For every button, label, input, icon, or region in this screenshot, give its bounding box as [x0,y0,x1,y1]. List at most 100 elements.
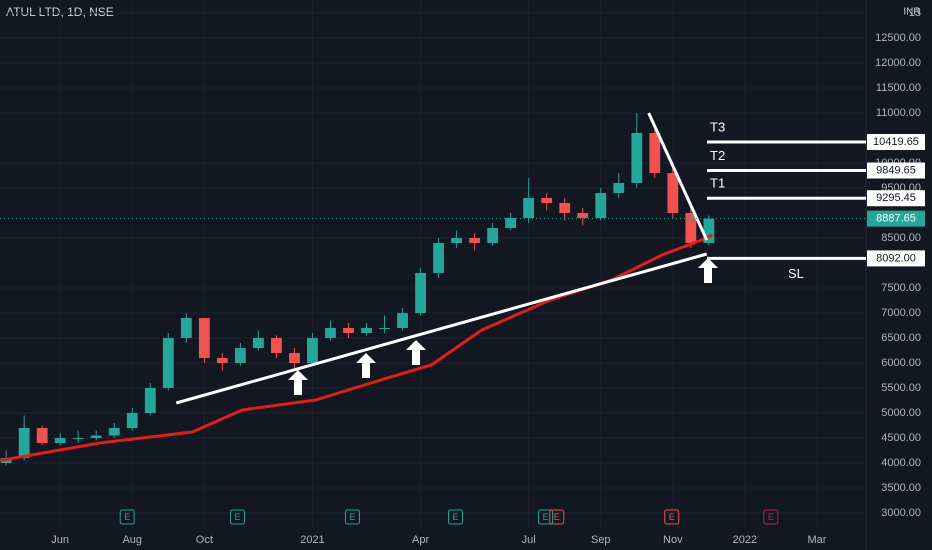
level-box [867,134,925,151]
level-label: 10419.65 [873,136,919,148]
x-tick-label: 2021 [300,534,324,546]
y-tick-label: 12500.00 [875,32,921,44]
candle-body [36,428,48,443]
candle-body [631,133,643,183]
candle-body [162,338,174,388]
x-tick-label: Oct [196,534,213,546]
event-label: E [453,512,459,522]
y-tick-label: 11500.00 [876,82,921,94]
arrow [356,353,376,378]
x-tick-label: Mar [808,534,827,546]
candle-body [198,318,210,358]
candle-body [379,328,390,329]
candle-body [108,428,120,436]
candle-body [307,338,318,363]
candle-body [216,358,228,363]
level-label: 8092.00 [876,252,916,264]
event-marker [448,509,464,525]
event-label: E [768,512,774,522]
event-marker [763,509,779,525]
x-tick-label: Sep [591,534,611,546]
current-price-label: 8887.65 [876,213,916,225]
x-tick-label: Aug [122,534,142,546]
candle-body [505,218,517,228]
candle-body [234,348,246,363]
candle-body [289,353,300,363]
candle-body [361,328,372,333]
currency: INR [903,7,920,18]
y-tick-label: 5500.00 [881,382,921,394]
arrow [288,370,308,395]
y-tick-label: 3500.00 [881,482,921,494]
event-label: E [543,512,549,522]
candle-body [451,238,463,243]
y-tick-label: 3000.00 [881,507,921,519]
y-tick-label: 4000.00 [881,457,921,469]
candle-body [18,428,30,458]
candle-body [325,328,336,338]
x-tick-label: Nov [663,534,683,546]
x-tick-label: Jul [522,534,536,546]
y-tick-label: 7500.00 [881,282,921,294]
trendline [175,252,708,405]
y-tick-label: 12000.00 [875,57,921,69]
y-tick-label: 6500.00 [881,332,921,344]
candle-body [126,413,138,428]
candle-body [433,243,444,273]
candle-body [649,133,661,173]
candle-body [703,218,715,243]
y-tick-label: 13 [909,7,921,19]
candle-body [595,193,607,218]
level-label: 9295.45 [876,192,916,204]
x-tick-label: 2022 [733,534,757,546]
candle-body [613,183,625,193]
y-tick-label: 4500.00 [881,432,921,444]
level-box [867,250,925,267]
candle-body [72,438,84,439]
moving-average [0,233,714,462]
candle-body [271,338,282,353]
level-name: T1 [710,176,725,191]
arrow [406,340,426,365]
candle-body [685,213,697,243]
candle-body [469,238,481,243]
candle-body [577,213,589,218]
candle-body [559,203,571,213]
candle-body [343,328,354,333]
y-tick-label: 11000.00 [876,107,921,119]
level-label: 9849.65 [876,164,916,176]
y-tick-label: 7000.00 [881,307,921,319]
level-name: T3 [710,119,725,134]
x-tick-label: Jun [51,534,69,546]
y-tick-label: 6000.00 [881,357,921,369]
x-tick-label: Apr [412,534,429,546]
arrow [698,258,718,283]
event-marker [538,509,554,525]
event-marker [549,509,565,525]
candle-body [667,173,679,213]
candle-body [54,438,66,443]
candle-body [144,388,156,413]
candle-body [523,198,535,218]
candle-body [541,198,553,203]
event-marker [344,509,360,525]
event-label: E [124,512,130,522]
level-name: SL [788,266,804,281]
trendline [647,112,709,241]
candle-body [487,228,499,243]
current-price-box [867,210,925,227]
candle-body [90,435,102,438]
arrows [288,258,718,395]
event-label: E [554,512,560,522]
y-tick-label: 8500.00 [881,232,921,244]
event-label: E [234,512,240,522]
candle-body [415,273,426,313]
candle-body [397,313,408,328]
candle-body [180,318,192,338]
event-marker [229,509,245,525]
y-tick-label: 5000.00 [881,407,921,419]
level-name: T2 [710,148,725,163]
event-marker [119,509,135,525]
